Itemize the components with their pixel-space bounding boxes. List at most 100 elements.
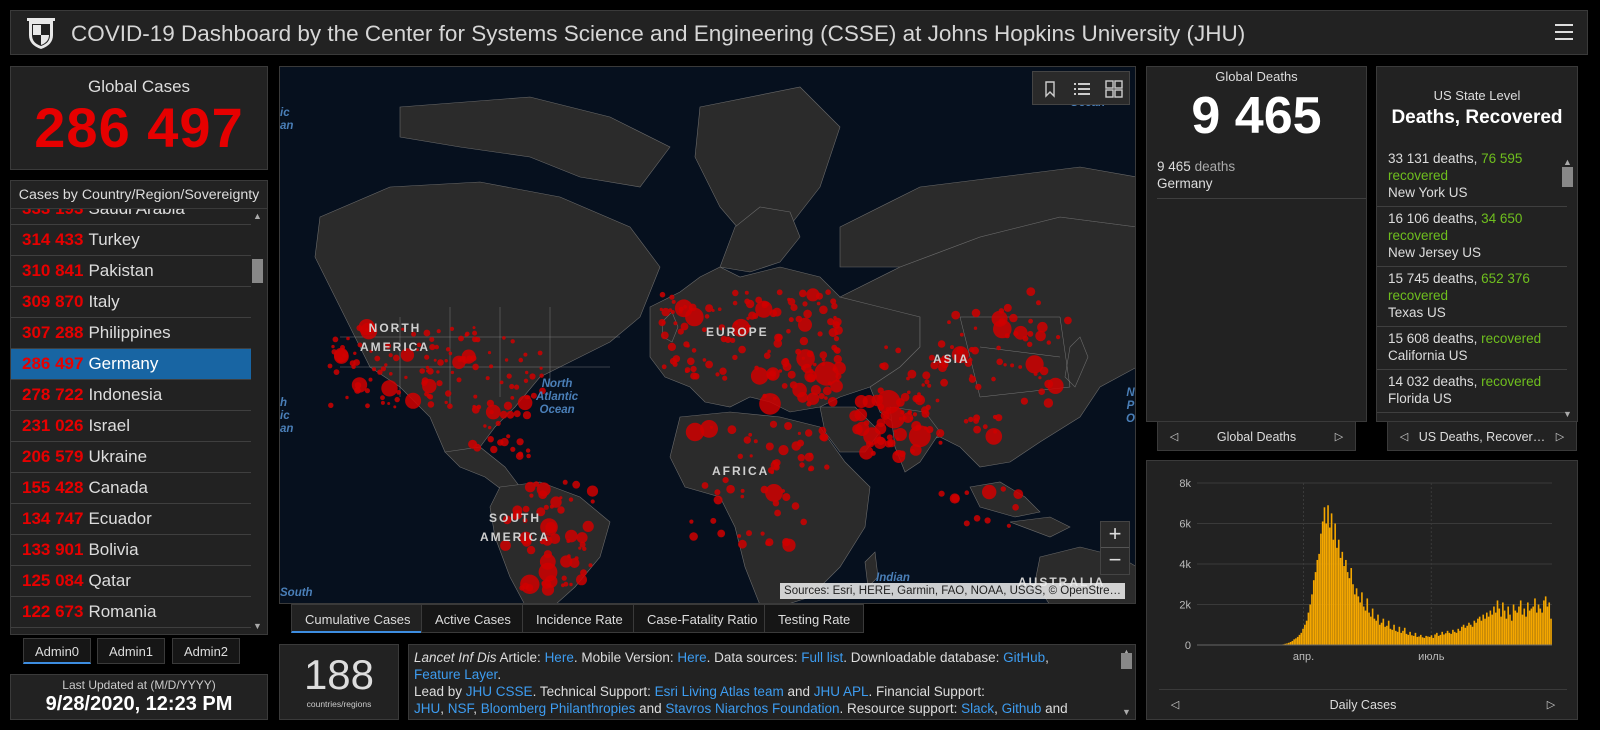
- mobile-version-link[interactable]: Here: [677, 650, 707, 665]
- daily-bar[interactable]: [1439, 634, 1442, 646]
- case-circle[interactable]: [471, 405, 480, 414]
- case-circle[interactable]: [886, 434, 893, 441]
- list-item[interactable]: 15 608 deaths, recovered California US: [1377, 327, 1567, 370]
- case-circle[interactable]: [778, 445, 789, 456]
- case-circle[interactable]: [669, 294, 675, 300]
- daily-bar[interactable]: [1427, 636, 1429, 646]
- case-circle[interactable]: [818, 426, 827, 435]
- case-circle[interactable]: [766, 367, 780, 381]
- case-circle[interactable]: [879, 362, 886, 369]
- case-circle[interactable]: [669, 357, 677, 365]
- case-circle[interactable]: [909, 416, 914, 420]
- case-circle[interactable]: [427, 401, 435, 408]
- case-circle[interactable]: [425, 365, 430, 370]
- case-circle[interactable]: [458, 335, 464, 342]
- daily-bar[interactable]: [1432, 637, 1435, 645]
- case-circle[interactable]: [941, 360, 949, 369]
- daily-bar[interactable]: [1491, 614, 1493, 646]
- daily-bar[interactable]: [1452, 629, 1454, 645]
- case-circle[interactable]: [806, 350, 814, 358]
- case-circle[interactable]: [489, 409, 494, 415]
- case-circle[interactable]: [738, 345, 746, 354]
- case-circle[interactable]: [523, 352, 528, 357]
- case-circle[interactable]: [506, 373, 512, 379]
- world-map[interactable]: NORTH AMERICA SOUTH AMERICA EUROPE AFRIC…: [279, 66, 1136, 604]
- daily-bar[interactable]: [1469, 624, 1472, 645]
- case-circle[interactable]: [677, 328, 684, 335]
- case-circle[interactable]: [416, 348, 419, 352]
- case-circle[interactable]: [951, 310, 961, 320]
- daily-bar[interactable]: [1480, 620, 1483, 645]
- scroll-down-arrow-icon[interactable]: ▼: [253, 621, 262, 631]
- case-circle[interactable]: [462, 359, 468, 364]
- case-circle[interactable]: [464, 333, 468, 337]
- scrollbar-thumb[interactable]: [1562, 167, 1573, 187]
- case-circle[interactable]: [705, 360, 713, 369]
- case-circle[interactable]: [940, 378, 948, 387]
- daily-bar[interactable]: [1475, 622, 1477, 645]
- list-item[interactable]: 15 745 deaths, 652 376 recovered Texas US: [1377, 267, 1567, 327]
- stavros-niarchos-link[interactable]: Stavros Niarchos Foundation: [665, 701, 840, 716]
- case-circle[interactable]: [915, 424, 922, 431]
- case-circle[interactable]: [429, 344, 436, 351]
- case-circle[interactable]: [436, 329, 441, 334]
- case-circle[interactable]: [1035, 330, 1046, 342]
- case-circle[interactable]: [385, 342, 392, 349]
- case-circle[interactable]: [1046, 340, 1051, 345]
- daily-bar[interactable]: [1370, 616, 1372, 645]
- case-circle[interactable]: [538, 562, 558, 582]
- case-circle[interactable]: [830, 298, 837, 305]
- daily-bar[interactable]: [1421, 637, 1424, 646]
- case-circle[interactable]: [529, 493, 534, 498]
- case-circle[interactable]: [517, 395, 533, 411]
- case-circle[interactable]: [416, 342, 422, 348]
- daily-bar[interactable]: [1373, 618, 1376, 645]
- daily-bar[interactable]: [1548, 602, 1551, 645]
- case-circle[interactable]: [722, 375, 728, 381]
- case-circle[interactable]: [423, 329, 431, 337]
- daily-bar[interactable]: [1478, 616, 1481, 645]
- case-circle[interactable]: [356, 325, 363, 331]
- case-circle[interactable]: [502, 515, 512, 525]
- case-circle[interactable]: [749, 454, 753, 458]
- case-circle[interactable]: [870, 450, 876, 456]
- case-circle[interactable]: [485, 376, 490, 381]
- case-circle[interactable]: [786, 329, 791, 334]
- case-circle[interactable]: [1036, 300, 1041, 306]
- daily-bar[interactable]: [1534, 598, 1536, 646]
- daily-bar[interactable]: [1523, 608, 1526, 645]
- daily-bar[interactable]: [1537, 604, 1540, 646]
- case-circle[interactable]: [514, 384, 520, 390]
- daily-bar[interactable]: [1284, 643, 1287, 645]
- case-circle[interactable]: [523, 378, 529, 383]
- case-circle[interactable]: [806, 392, 820, 405]
- case-circle[interactable]: [877, 403, 885, 411]
- daily-bar[interactable]: [1434, 634, 1436, 645]
- table-row[interactable]: 309 870 Italy: [11, 287, 251, 318]
- daily-bar[interactable]: [1293, 639, 1295, 645]
- daily-bar[interactable]: [1298, 634, 1301, 646]
- table-row[interactable]: 307 288 Philippines: [11, 318, 251, 349]
- case-circle[interactable]: [762, 393, 767, 399]
- daily-bar[interactable]: [1386, 625, 1388, 645]
- case-circle[interactable]: [991, 376, 996, 382]
- case-circle[interactable]: [536, 482, 551, 497]
- case-circle[interactable]: [910, 448, 915, 454]
- daily-bar[interactable]: [1494, 612, 1497, 645]
- case-circle[interactable]: [1027, 330, 1034, 337]
- daily-bar[interactable]: [1402, 630, 1404, 645]
- daily-bar[interactable]: [1332, 539, 1335, 645]
- daily-bar[interactable]: [1377, 614, 1379, 646]
- case-circle[interactable]: [365, 403, 370, 409]
- daily-bar[interactable]: [1459, 630, 1461, 645]
- table-row[interactable]: 286 497 Germany: [11, 349, 251, 380]
- case-circle[interactable]: [898, 416, 903, 421]
- tab-admin1[interactable]: Admin1: [97, 638, 165, 664]
- case-circle[interactable]: [985, 428, 1003, 445]
- case-circle[interactable]: [371, 367, 377, 372]
- tab-incidence-rate[interactable]: Incidence Rate: [522, 604, 637, 633]
- case-circle[interactable]: [489, 364, 494, 369]
- daily-bar[interactable]: [1389, 628, 1392, 645]
- daily-bar[interactable]: [1544, 596, 1547, 645]
- case-circle[interactable]: [539, 366, 543, 370]
